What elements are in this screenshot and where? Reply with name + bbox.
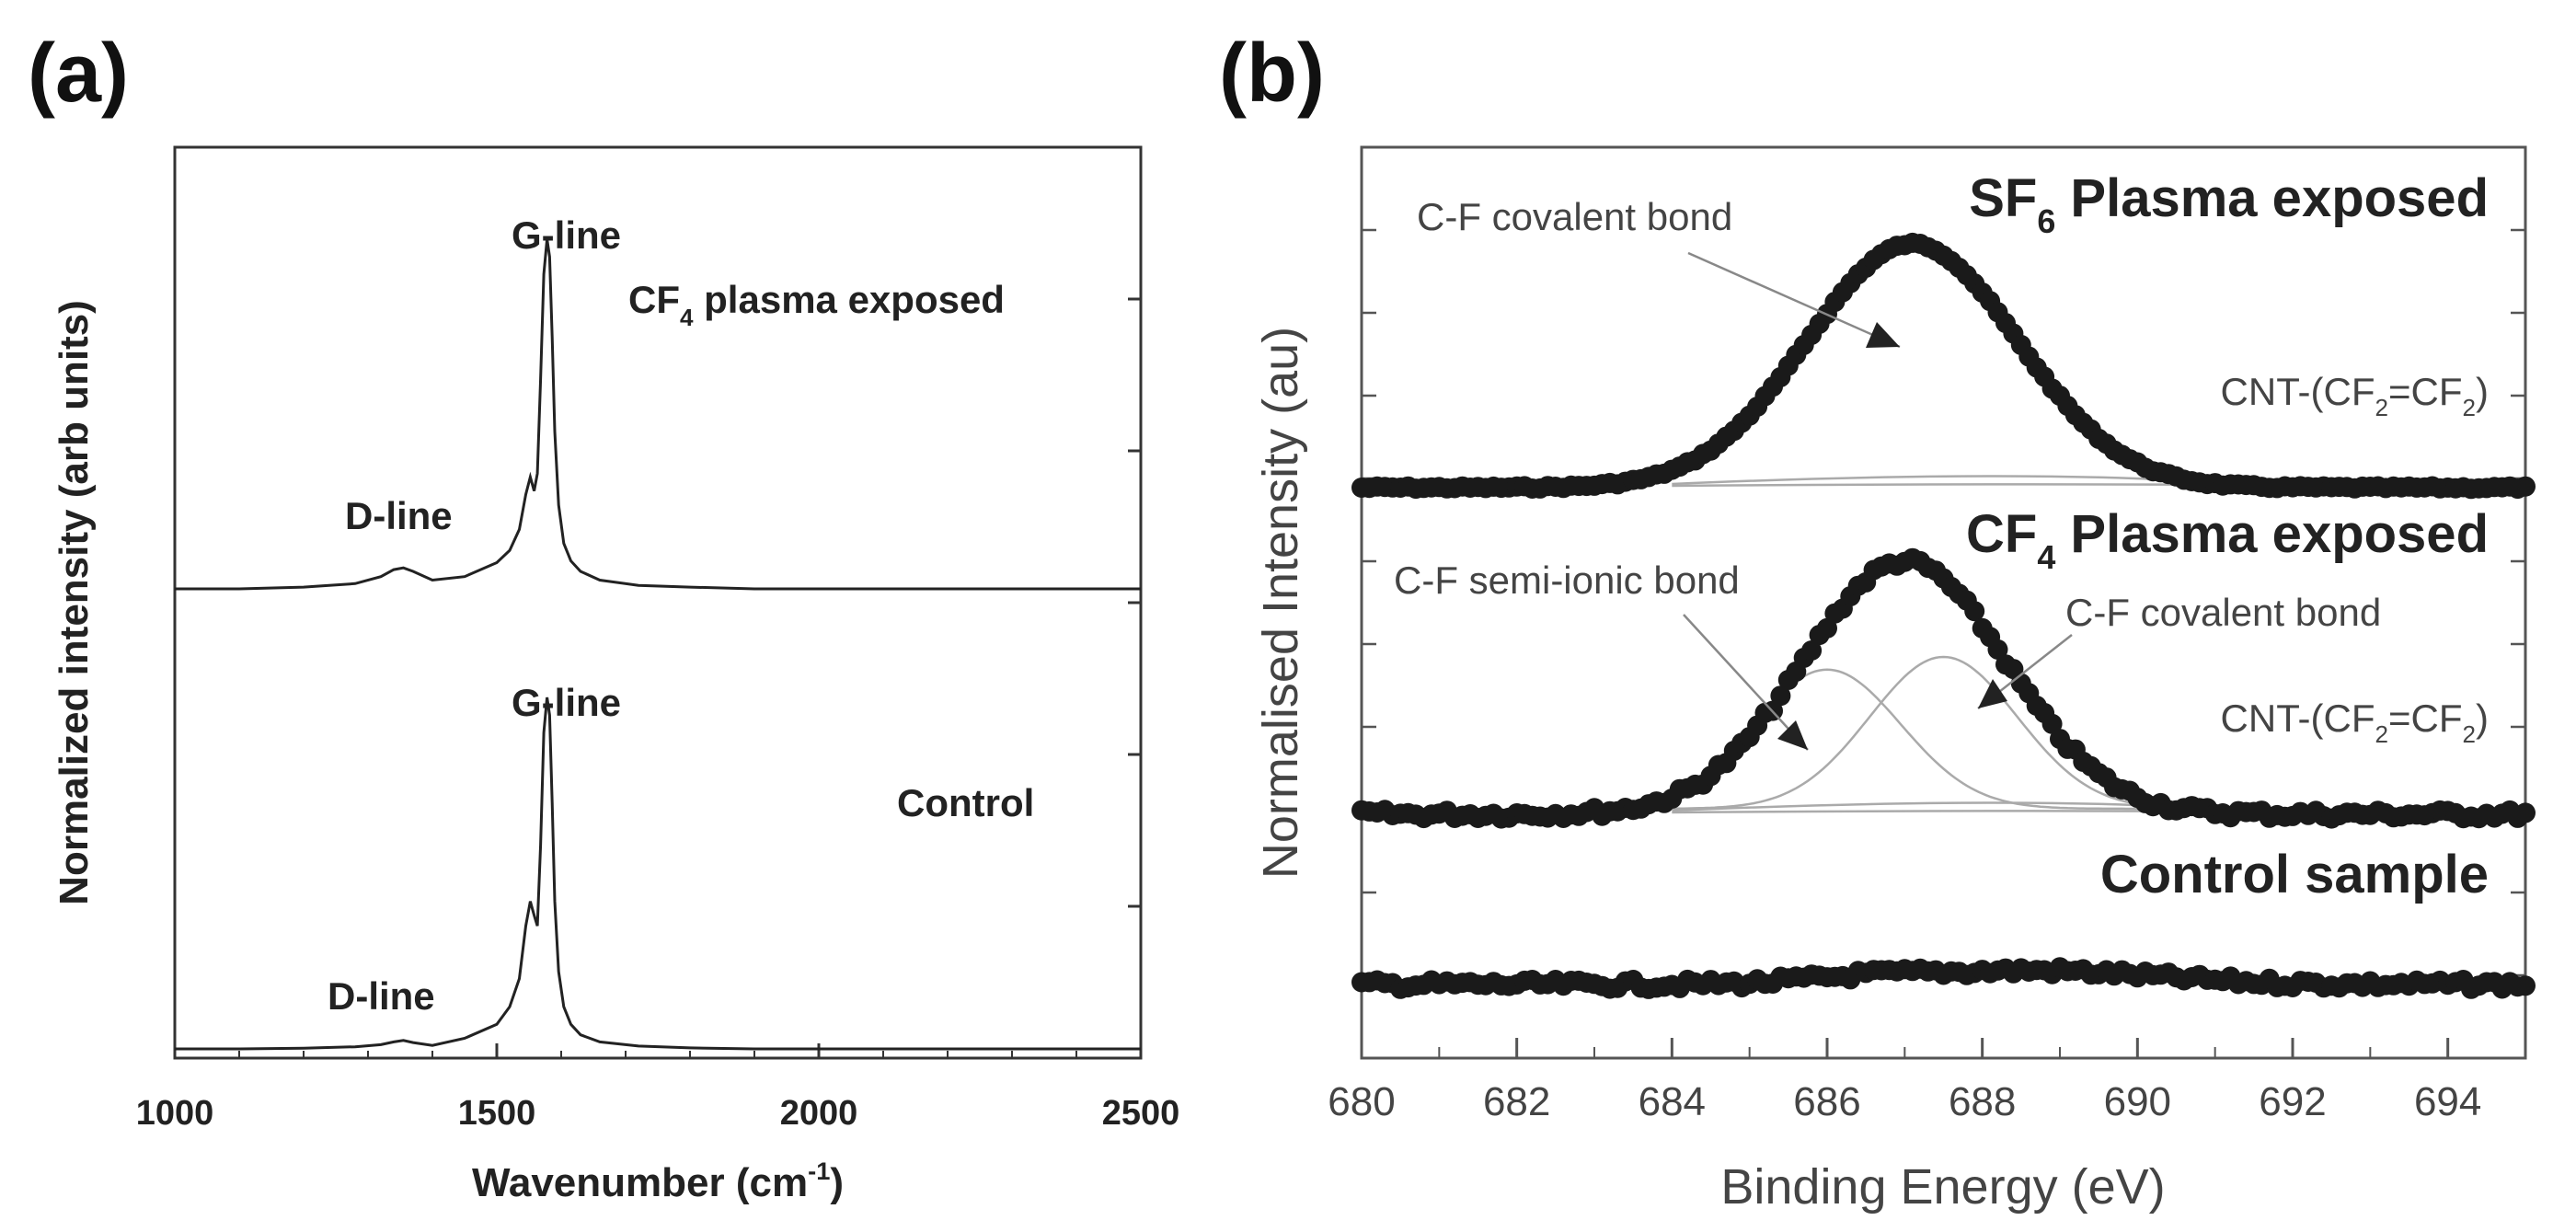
label-cnt-sf6-mid: =CF: [2388, 370, 2463, 413]
panel-b-ticks: 680 682 684 686 688 690 692 694: [1328, 228, 2525, 1124]
label-cf4-covalent: C-F covalent bond: [2065, 591, 2381, 634]
arrow-line-semi-ionic: [1683, 614, 1809, 751]
label-cnt-sf6-main: CNT-(CF: [2221, 370, 2375, 413]
label-cnt-sf6: CNT-(CF2=CF2): [2221, 370, 2489, 421]
label-cnt-cf4: CNT-(CF2=CF2): [2221, 697, 2489, 748]
series-line-control: [175, 697, 1141, 1051]
panel-a-xlabel-main: Wavenumber (cm: [472, 1160, 808, 1205]
panel-a-xlabel-close: ): [830, 1160, 844, 1205]
data-point-series-1: [1801, 640, 1823, 661]
a-xtick-label-2: 2000: [780, 1094, 858, 1133]
label-cnt-sf6-end: ): [2476, 370, 2489, 413]
panel-b-arrows: [1683, 251, 2073, 751]
b-xtick-label-0: 680: [1328, 1079, 1395, 1124]
data-point-series-1: [2041, 713, 2063, 734]
annotation-d-line-top: D-line: [345, 494, 453, 537]
series-title-sf6-main: SF: [1969, 168, 2037, 228]
label-cf4-semi-ionic: C-F semi-ionic bond: [1394, 558, 1740, 602]
arrow-line-sf6-covalent: [1687, 251, 1901, 349]
panel-b-label: (b): [1219, 28, 1325, 120]
b-xtick-label-3: 686: [1793, 1079, 1860, 1124]
data-point-series-2: [2515, 975, 2536, 996]
data-point-series-1: [1770, 685, 1791, 707]
b-xtick-label-6: 692: [2259, 1079, 2326, 1124]
b-xtick-label-1: 682: [1483, 1079, 1550, 1124]
label-cnt-cf4-mid: =CF: [2388, 697, 2463, 740]
series-title-sf6-rest: Plasma exposed: [2055, 168, 2489, 228]
series-title-cf4-sub: 4: [2037, 538, 2055, 576]
label-cnt-cf4-sub1: 2: [2375, 720, 2388, 748]
panel-b-data-points: [1351, 232, 2536, 999]
panel-a-ticks: 1000 1500 2000 2500: [136, 297, 1180, 1133]
data-point-series-1: [1987, 639, 2008, 660]
panel-a-xlabel-sup: -1: [808, 1157, 830, 1185]
series-label-control: Control: [897, 781, 1034, 824]
panel-b: (b) 680 682 684 686 688 690 692 694 SF6 Plasma …: [1219, 28, 2536, 1215]
arrow-head-sf6-covalent: [1866, 322, 1900, 348]
panel-a: (a) 1000 1500 2000 2500 G-line D-line CF4 p…: [28, 28, 1179, 1205]
annotation-d-line-bottom: D-line: [328, 974, 435, 1018]
panel-a-curves: [175, 238, 1141, 1051]
arrow-head-semi-ionic: [1777, 720, 1808, 750]
b-xtick-label-4: 688: [1949, 1079, 2016, 1124]
panel-a-ylabel: Normalized intensity (arb units): [52, 300, 97, 905]
panel-a-label: (a): [28, 28, 129, 120]
label-cnt-sf6-sub1: 2: [2375, 394, 2388, 421]
arrow-head-cf4-covalent: [1978, 679, 2007, 708]
label-sf6-covalent: C-F covalent bond: [1417, 195, 1732, 238]
data-point-series-0: [2515, 476, 2536, 497]
series-title-cf4-main: CF: [1966, 504, 2037, 564]
annotation-g-line-top: G-line: [512, 213, 621, 257]
series-title-sf6: SF6 Plasma exposed: [1969, 168, 2489, 240]
b-xtick-label-5: 690: [2104, 1079, 2171, 1124]
series-label-cf4-sub: 4: [680, 304, 694, 331]
data-point-series-1: [1964, 601, 1985, 622]
label-cnt-cf4-main: CNT-(CF: [2221, 697, 2375, 740]
series-label-cf4-main: CF: [628, 278, 680, 321]
annotation-g-line-bottom: G-line: [512, 681, 621, 724]
panel-b-xlabel: Binding Energy (eV): [1720, 1159, 2165, 1215]
panel-a-xlabel: Wavenumber (cm-1): [472, 1157, 844, 1205]
label-cnt-cf4-sub2: 2: [2463, 720, 2476, 748]
label-cnt-cf4-end: ): [2476, 697, 2489, 740]
b-xtick-label-7: 694: [2414, 1079, 2481, 1124]
series-label-cf4-rest: plasma exposed: [693, 278, 1004, 321]
series-title-cf4: CF4 Plasma exposed: [1966, 504, 2489, 576]
panel-b-ylabel: Normalised Intensity (au): [1253, 327, 1308, 879]
series-title-cf4-rest: Plasma exposed: [2055, 504, 2489, 564]
label-cnt-sf6-sub2: 2: [2463, 394, 2476, 421]
a-xtick-label-1: 1500: [458, 1094, 536, 1133]
b-xtick-label-2: 684: [1639, 1079, 1706, 1124]
series-line-cf4-plasma: [175, 238, 1141, 591]
series-title-control: Control sample: [2100, 845, 2489, 904]
a-xtick-label-3: 2500: [1102, 1094, 1180, 1133]
series-title-sf6-sub: 6: [2037, 202, 2055, 240]
a-xtick-label-0: 1000: [136, 1094, 214, 1133]
data-point-series-1: [2515, 802, 2536, 823]
series-label-cf4-plasma: CF4 plasma exposed: [628, 278, 1005, 331]
panel-b-frame: [1360, 145, 2527, 1060]
